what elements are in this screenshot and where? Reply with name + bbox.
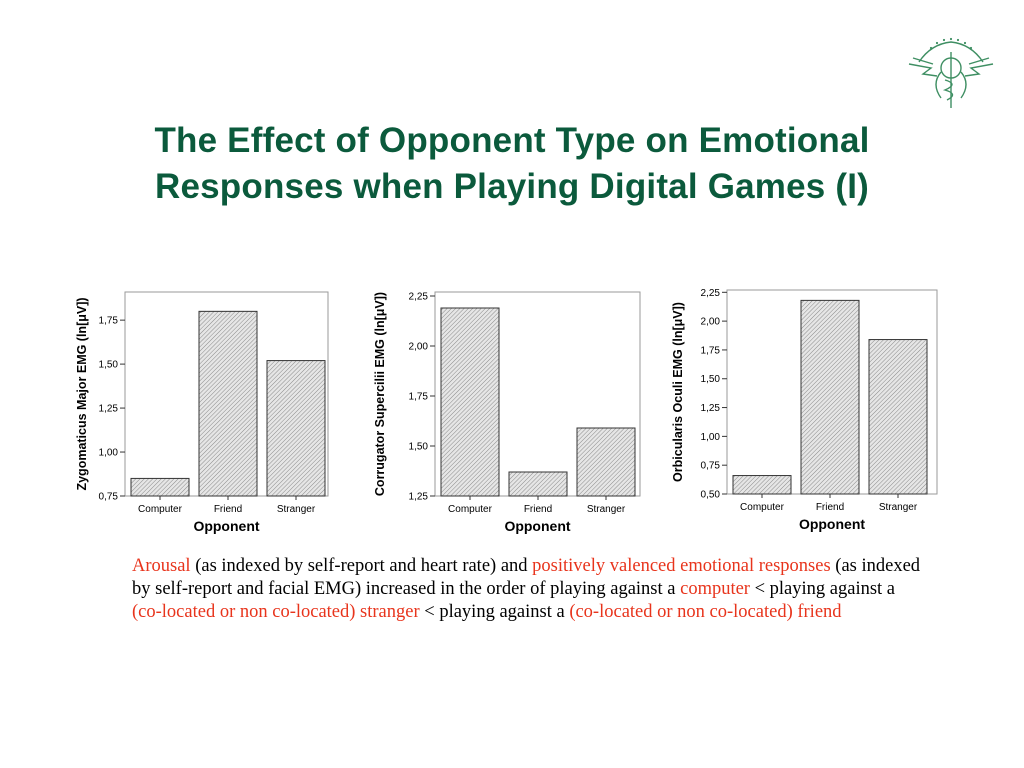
x-axis-label: Opponent [799, 516, 865, 532]
y-tick-label: 1,25 [701, 403, 721, 414]
y-tick-label: 1,50 [701, 374, 721, 385]
arousal-text: Arousal [132, 556, 191, 576]
y-tick-label: 0,50 [701, 490, 721, 501]
y-tick-label: 1,50 [99, 360, 119, 371]
y-tick-label: 2,25 [701, 288, 721, 299]
x-tick-label: Stranger [277, 504, 316, 515]
chart-zygomaticus-svg: Computer Friend Stranger 0,75 1,00 1,25 1,50 1,… [75, 291, 329, 534]
y-axis-label: Corrugator Supercilii EMG (ln[μV]) [373, 292, 387, 496]
note-text-3: < playing against a [749, 579, 896, 599]
university-seal-logo [908, 37, 994, 108]
chart-corrugator: Computer Friend Stranger 1,25 1,50 1,75 2,00 2,… [368, 260, 653, 540]
y-axis-label: Zygomaticus Major EMG (ln[μV]) [75, 297, 89, 490]
y-tick-label: 0,75 [701, 461, 721, 472]
bar-friend [800, 299, 860, 495]
bar-stranger [576, 427, 636, 497]
bar-computer [130, 477, 190, 497]
chart-orbicularis-svg: Computer Friend Stranger 0,50 0,75 1,00 1,25 1,… [671, 288, 938, 532]
bar-stranger [266, 360, 326, 497]
y-tick-label: 1,00 [701, 432, 721, 443]
title-line-1: The Effect of Opponent Type on Emotional [154, 121, 870, 160]
y-tick-label: 1,25 [99, 404, 119, 415]
y-tick-label: 1,25 [409, 492, 429, 503]
x-axis-label: Opponent [504, 518, 570, 534]
bar-friend [198, 310, 258, 497]
computer-text: computer [680, 579, 750, 599]
chart-corrugator-svg: Computer Friend Stranger 1,25 1,50 1,75 2,00 2,… [373, 291, 641, 534]
y-tick-label: 2,00 [701, 317, 721, 328]
bar-computer [732, 475, 792, 495]
y-tick-label: 0,75 [99, 492, 119, 503]
y-tick-label: 1,00 [99, 448, 119, 459]
bar-friend [508, 471, 568, 497]
note-text-4: < playing against a [419, 602, 570, 622]
bar-computer [440, 307, 500, 497]
chart-orbicularis: Computer Friend Stranger 0,50 0,75 1,00 1,25 1,… [666, 260, 956, 540]
x-tick-label: Friend [816, 502, 844, 513]
friend-text: (co-located or non co-located) friend [569, 602, 842, 622]
x-tick-label: Stranger [587, 504, 626, 515]
y-axis-label: Orbicularis Oculi EMG (ln[μV]) [671, 302, 685, 482]
x-tick-label: Friend [214, 504, 242, 515]
x-tick-label: Friend [524, 504, 552, 515]
bar-stranger [868, 339, 928, 495]
x-tick-label: Computer [138, 504, 183, 515]
y-tick-label: 1,75 [701, 345, 721, 356]
stranger-text: (co-located or non co-located) stranger [132, 602, 420, 622]
note-text-1: (as indexed by self-report and heart rat… [190, 556, 533, 576]
summary-paragraph: Arousal (as indexed by self-report and h… [132, 555, 922, 624]
x-tick-label: Stranger [879, 502, 918, 513]
y-tick-label: 2,00 [409, 342, 429, 353]
x-axis-label: Opponent [193, 518, 259, 534]
positive-emotion-text: positively valenced emotional responses [532, 556, 831, 576]
y-tick-label: 1,75 [99, 316, 119, 327]
y-tick-label: 1,50 [409, 442, 429, 453]
x-tick-label: Computer [740, 502, 785, 513]
note-text-2: (as indexed by self-report and facial EM… [132, 556, 921, 599]
title-line-2: Responses when Playing Digital Games (I) [154, 167, 869, 206]
y-tick-label: 2,25 [409, 292, 429, 303]
slide-title: The Effect of Opponent Type on Emotional… [0, 118, 1024, 210]
y-tick-label: 1,75 [409, 392, 429, 403]
chart-zygomaticus: Computer Friend Stranger 0,75 1,00 1,25 1,50 1,… [70, 260, 345, 540]
x-tick-label: Computer [448, 504, 493, 515]
